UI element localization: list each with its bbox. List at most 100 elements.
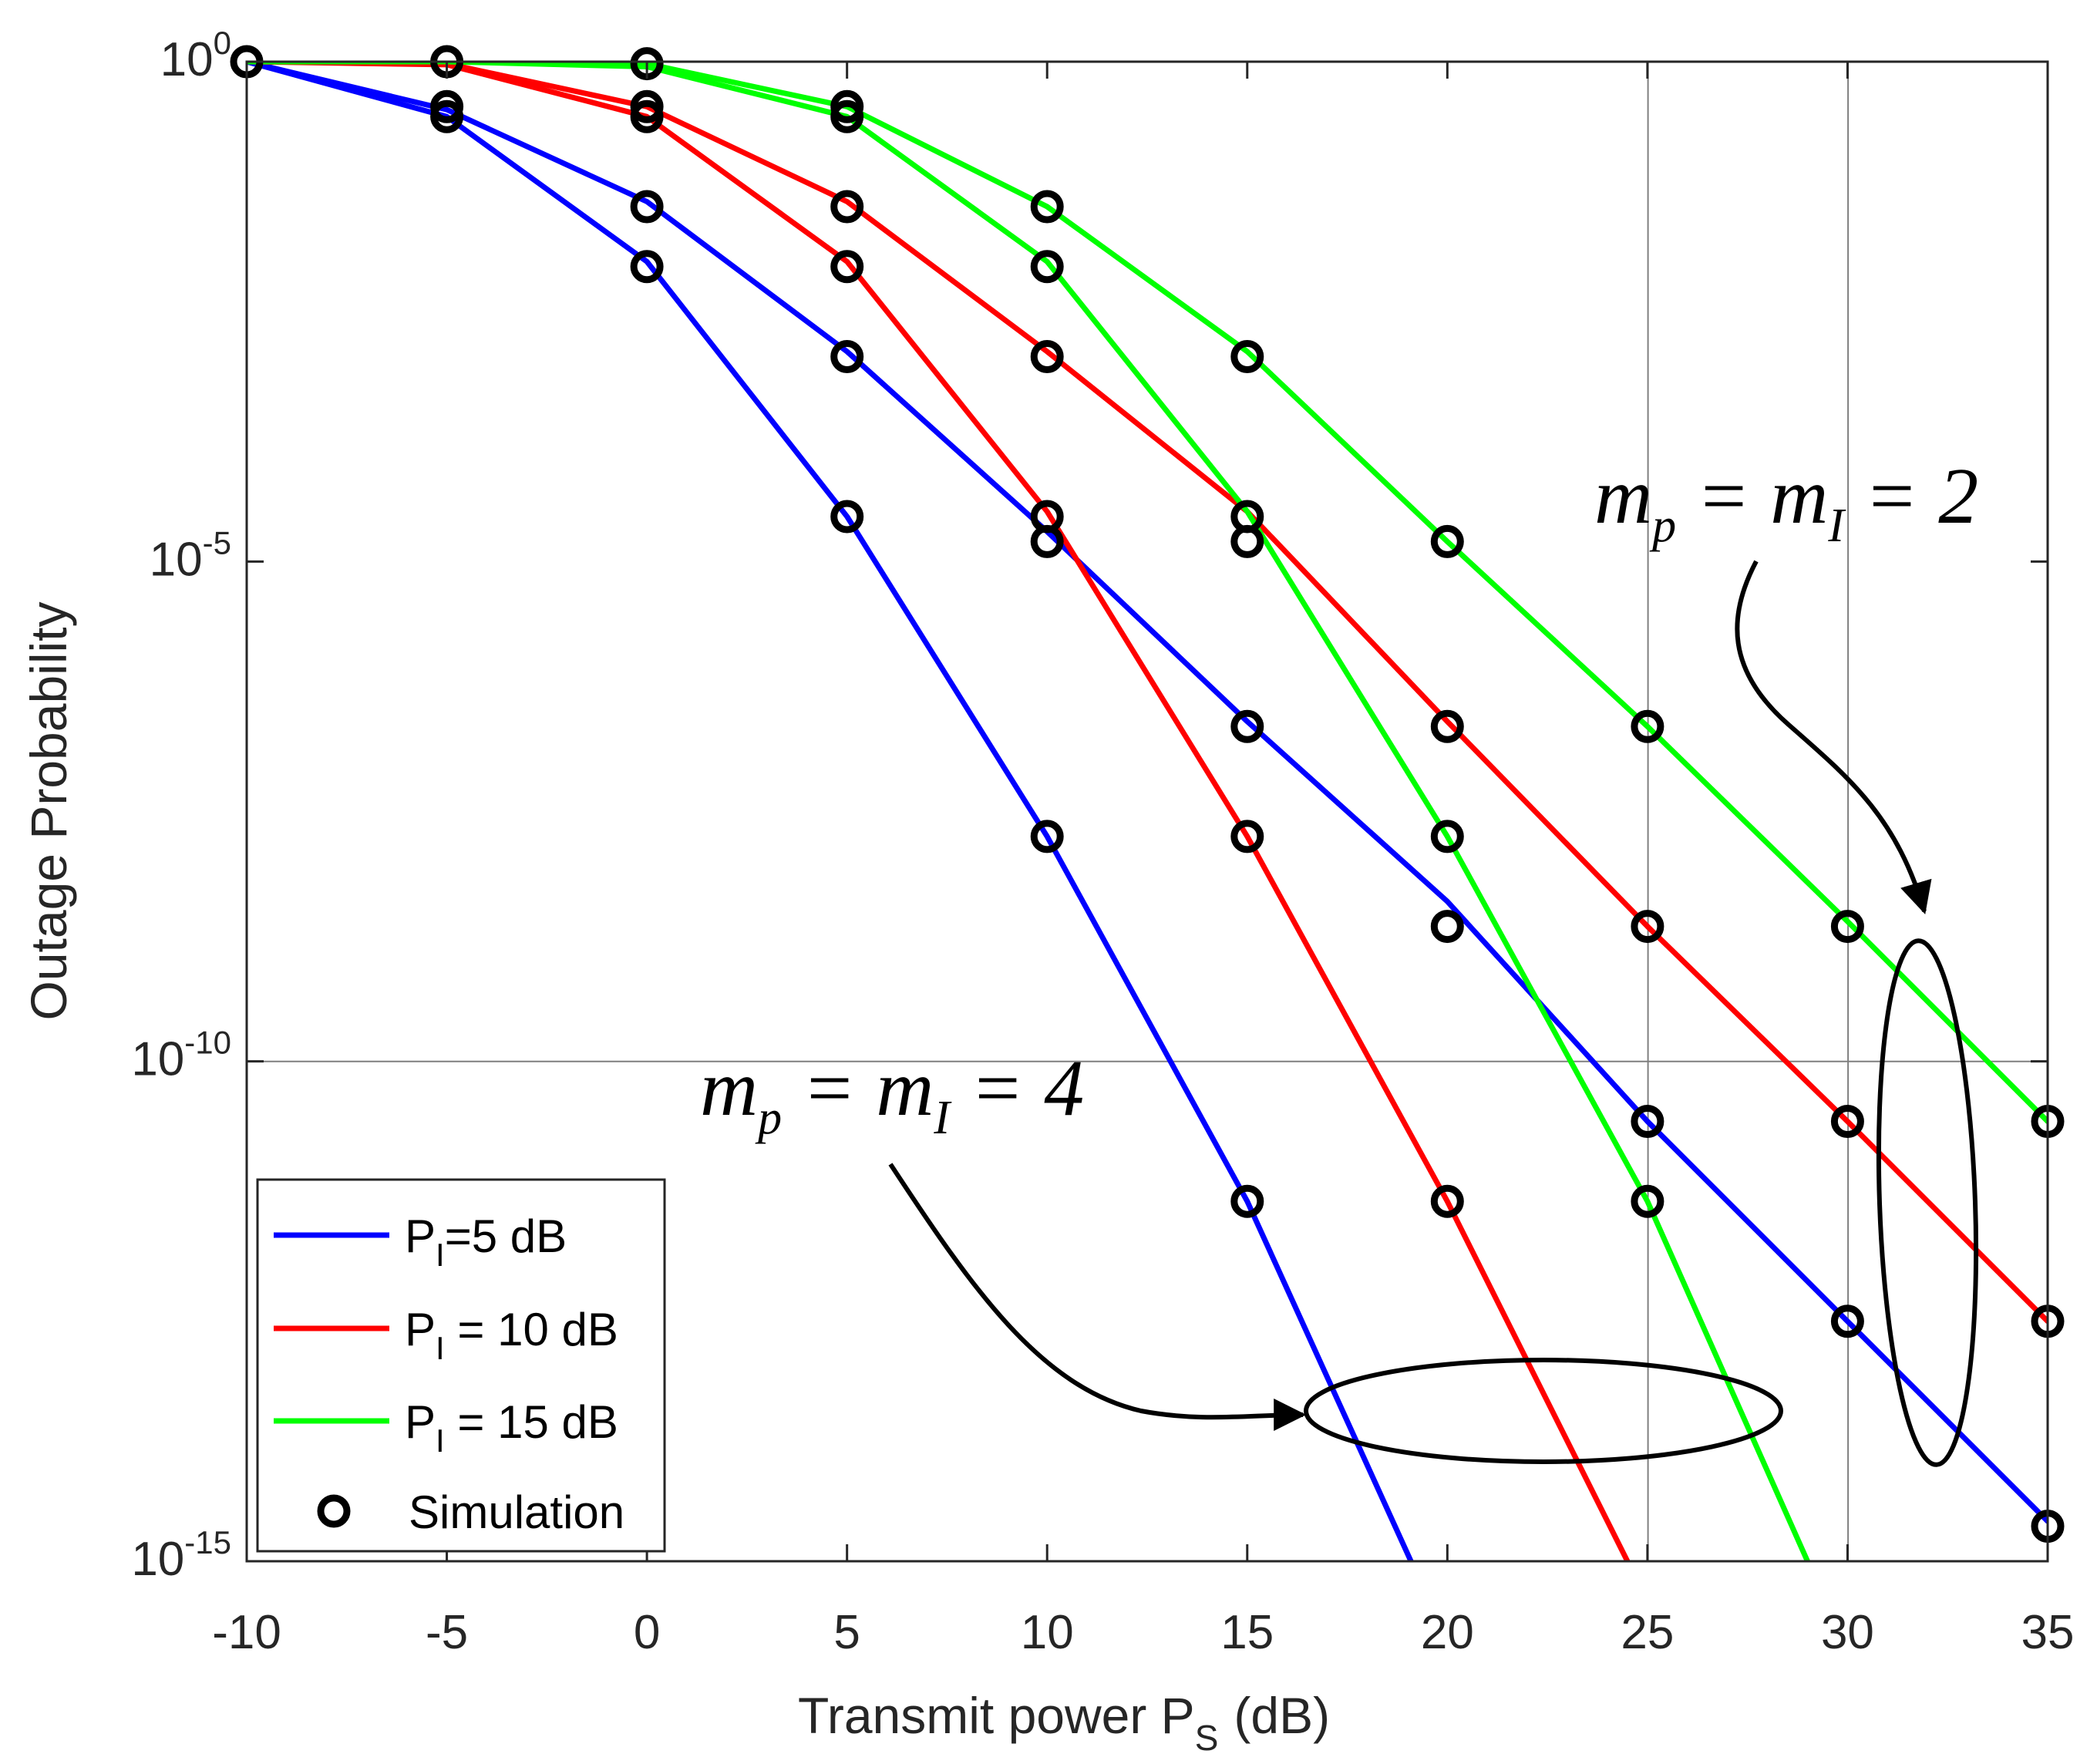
annotation-m2-eq2: = <box>1844 452 1938 540</box>
simulation-point-6 <box>630 99 664 133</box>
simulation-point-10 <box>830 99 864 133</box>
y-tick-label-exponent: -15 <box>184 1524 231 1560</box>
y-tick-label-5: 10-5 <box>150 524 231 586</box>
annotation-m2-value: 2 <box>1938 452 1978 540</box>
annotation-m4-text: mp = mI = 4 <box>700 1044 1084 1144</box>
annotation-m2-m2: m <box>1770 452 1828 540</box>
annotation-m2-text: mp = mI = 2 <box>1594 452 1978 552</box>
y-tick-label-15: 10-15 <box>131 1524 231 1586</box>
y-tick-label-exponent: -5 <box>203 524 231 561</box>
simulation-point-25 <box>1230 820 1264 853</box>
annotation-m2-sub-p: p <box>1649 500 1676 552</box>
legend-label-simulation: Simulation <box>409 1486 624 1538</box>
annotation-m2: mp = mI = 2 <box>1594 452 1979 1467</box>
annotation-m4-sub-i: I <box>933 1092 952 1144</box>
x-tick-label-25: 25 <box>1621 1606 1674 1659</box>
simulation-point-29 <box>1430 820 1464 853</box>
simulation-point-3 <box>430 99 464 133</box>
annotation-m4-eq2: = <box>950 1044 1044 1133</box>
simulation-point-20 <box>1030 820 1064 853</box>
simulation-point-24 <box>1230 709 1264 743</box>
legend-entry-pi-5: PI=5 dB <box>274 1210 567 1273</box>
y-tick-label-base: 10 <box>131 1033 184 1086</box>
annotation-m2-arrow <box>1735 560 1932 915</box>
legend-label-pi-15-sub: I <box>436 1422 445 1459</box>
legend-label-pi-15: PI = 15 dB <box>405 1396 618 1459</box>
legend-marker-simulation <box>317 1494 351 1528</box>
simulation-point-23 <box>1230 524 1264 558</box>
axes-box <box>245 60 2049 1563</box>
y-axis-title: Outage Probability <box>20 602 77 1021</box>
annotation-m4: mp = mI = 4 <box>700 1044 1783 1464</box>
annotation-m2-m1: m <box>1594 452 1652 540</box>
y-tick-label-base: 10 <box>160 33 214 86</box>
x-tick-label-0: 0 <box>634 1606 660 1659</box>
x-tick-label-30: 30 <box>1821 1606 1874 1659</box>
simulation-point-27 <box>1430 524 1464 558</box>
simulation-point-35 <box>1631 1184 1664 1218</box>
simulation-point-12 <box>830 250 864 284</box>
simulation-point-34 <box>1631 1105 1664 1138</box>
simulation-point-26 <box>1230 1184 1264 1218</box>
legend-label-pi-15-rest: = 15 dB <box>445 1396 618 1448</box>
simulation-point-21 <box>1230 340 1264 373</box>
x-tick-label-20: 20 <box>1421 1606 1474 1659</box>
x-tick-label-5: 5 <box>833 1606 860 1659</box>
legend: PI=5 dB PI = 10 dB PI = 15 dB Simulation <box>256 1178 666 1553</box>
legend-label-pi-15-p: P <box>405 1396 436 1448</box>
legend-label-pi-5-p: P <box>405 1210 436 1262</box>
legend-label-pi-10: PI = 10 dB <box>405 1304 618 1366</box>
simulation-point-17 <box>1030 340 1064 373</box>
x-tick-label-15: 15 <box>1220 1606 1274 1659</box>
x-axis-title-unit: (dB) <box>1234 1687 1330 1744</box>
simulation-point-19 <box>1030 524 1064 558</box>
x-tick-label-10: 10 <box>1021 1606 1074 1659</box>
y-tick-label-exponent: -10 <box>184 1025 231 1061</box>
x-axis-title-main: Transmit power P <box>798 1687 1195 1744</box>
simulation-point-14 <box>830 500 864 534</box>
simulation-point-7 <box>630 190 664 224</box>
legend-box <box>256 1178 666 1553</box>
x-tick-label-5: -5 <box>426 1606 468 1659</box>
legend-label-pi-10-sub: I <box>436 1330 445 1366</box>
annotation-m2-eq1: = <box>1676 452 1770 540</box>
y-tick-label-base: 10 <box>150 533 203 586</box>
annotation-m2-sub-i: I <box>1827 500 1846 552</box>
y-tick-label-0: 100 <box>160 25 231 86</box>
y-tick-label-10: 10-10 <box>131 1025 231 1086</box>
simulation-point-32 <box>1631 709 1664 743</box>
legend-entry-pi-15: PI = 15 dB <box>274 1396 618 1459</box>
x-tick-label-10: -10 <box>212 1606 281 1659</box>
legend-entry-pi-10: PI = 10 dB <box>274 1304 618 1366</box>
legend-label-pi-10-p: P <box>405 1304 436 1355</box>
y-tick-label-exponent: 0 <box>214 25 231 61</box>
legend-label-pi-10-rest: = 10 dB <box>445 1304 618 1355</box>
x-axis-title-subscript: S <box>1195 1718 1219 1758</box>
annotation-m4-m2: m <box>876 1044 934 1133</box>
annotation-m4-sub-p: p <box>755 1092 782 1144</box>
annotation-m2-ellipse <box>1876 938 1979 1467</box>
series-line-pi-10-db-mp-mi-2 <box>247 62 2048 1325</box>
annotation-m4-eq1: = <box>782 1044 876 1133</box>
annotation-m4-arrow <box>888 1163 1307 1432</box>
legend-label-pi-5: PI=5 dB <box>405 1210 567 1273</box>
annotation-m4-value: 4 <box>1044 1044 1084 1133</box>
simulation-point-8 <box>630 250 664 284</box>
legend-label-pi-5-rest: =5 dB <box>445 1210 567 1262</box>
series-line-pi-15-db-mp-mi-4 <box>247 62 1811 1561</box>
simulation-point-15 <box>1030 190 1064 224</box>
simulation-point-31 <box>1430 1184 1464 1218</box>
simulation-point-36 <box>1830 910 1864 944</box>
x-tick-label-35: 35 <box>2021 1606 2075 1659</box>
annotation-m4-ellipse <box>1304 1358 1783 1464</box>
series-line-pi-10-db-mp-mi-4 <box>247 62 1631 1561</box>
legend-label-pi-5-sub: I <box>436 1237 445 1273</box>
simulation-point-28 <box>1430 709 1464 743</box>
legend-entry-simulation: Simulation <box>317 1486 624 1538</box>
simulation-point-11 <box>830 190 864 224</box>
series-line-pi-5-db-mp-mi-2 <box>247 62 2048 1524</box>
simulation-point-16 <box>1030 250 1064 284</box>
x-axis-title: Transmit power PS (dB) <box>798 1687 1330 1758</box>
